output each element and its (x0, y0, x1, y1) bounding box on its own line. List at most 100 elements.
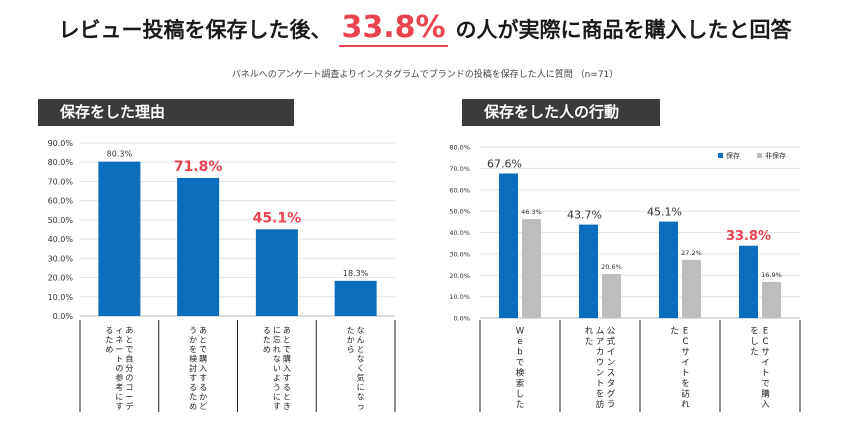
chart2-category-label-char: E (683, 327, 688, 337)
chart2-category-label-char: C (763, 337, 769, 347)
chart1-category-label-char: め (105, 345, 113, 354)
chart1-category-label-char: き (283, 402, 291, 411)
chart1-ytick-label: 10.0% (48, 293, 74, 302)
chart1-category-label-char: と (199, 336, 207, 345)
chart2-category-label-char: C (683, 337, 689, 347)
chart1-category-label-char: な (357, 326, 365, 335)
chart1-category-label-char: と (357, 345, 365, 354)
chart1-category-label-char: す (115, 402, 123, 411)
chart2-category-label-char: ウ (596, 358, 605, 368)
chart1-category-label-char: る (283, 383, 291, 392)
chart1-category-label-char: う (273, 383, 281, 392)
chart2-data-label-saved: 67.6% (487, 158, 522, 171)
chart2-category-label-char: ト (761, 369, 770, 379)
chart1-bar (255, 229, 298, 316)
chart2-data-label-saved: 43.7% (567, 209, 602, 222)
chart2-bar-saved (739, 245, 758, 318)
chart2-category-label-char: b (517, 348, 522, 358)
chart2-category-label-char: カ (596, 348, 605, 358)
chart1-category-label-char: く (357, 364, 365, 373)
chart2-category-label-char: 公 (607, 327, 616, 337)
chart1-category-label-char: か (189, 336, 197, 345)
chart2-category-label-char: 購 (761, 389, 770, 400)
chart1-ytick-label: 80.0% (48, 158, 74, 167)
chart2-category-label-char: た (585, 337, 594, 347)
chart1-category-label-char: 気 (357, 373, 365, 383)
chart2-category-label-char: E (763, 327, 768, 337)
subtitle: パネルへのアンケート調査よりインスタグラムでブランドの投稿を保存した人に質問 （… (231, 70, 619, 80)
chart1-category-label-char: と (283, 393, 291, 402)
chart1-category-label-char: す (283, 374, 291, 383)
chart2-category-label-char: ス (607, 369, 616, 379)
chart1-category-label-char: ー (125, 393, 133, 402)
chart1-category-label-char: る (263, 326, 271, 335)
chart2-bar-saved (499, 173, 518, 318)
chart2-category-label-char: 式 (607, 336, 616, 347)
chart1-category-label-char: 参 (115, 373, 123, 383)
chart1-ytick-label: 20.0% (48, 274, 74, 283)
chart1-category-label-char: い (273, 364, 281, 373)
chart1-data-label: 45.1% (253, 210, 302, 226)
chart1-category-label-char: す (199, 374, 207, 383)
chart1-category-label-char: れ (273, 345, 281, 354)
chart2-category-label-char: ン (596, 369, 605, 379)
chart2-ytick-label: 10.0% (449, 293, 470, 301)
chart1-category-label-char: め (263, 345, 271, 354)
chart1-ytick-label: 90.0% (48, 139, 74, 148)
chart2-category-label-char: 入 (761, 400, 770, 410)
chart1-bar (177, 177, 220, 316)
chart1-category-label-char: デ (125, 401, 133, 411)
chart2-category-label-char: を (750, 327, 759, 337)
chart2-category-label-char: た (670, 327, 679, 337)
chart1-category-label-char: あ (283, 326, 291, 335)
chart1-bar (334, 280, 377, 316)
chart1-category-label-char: に (273, 393, 281, 402)
chart2-data-label-saved: 45.1% (647, 206, 682, 219)
chart2-data-label-unsaved: 16.9% (761, 271, 782, 279)
chart2-category-label-char: イ (681, 358, 690, 368)
chart1-category-label-char: る (189, 383, 197, 392)
chart2-category-label-char: た (516, 400, 525, 410)
chart2-category-label-char: ン (607, 358, 616, 368)
chart1-category-label-char: で (283, 345, 291, 354)
chart1-category-label-char: 分 (125, 364, 133, 373)
chart2-ytick-label: 50.0% (449, 208, 470, 216)
chart1-category-label-char: た (189, 393, 197, 402)
chart2-category-label-char: れ (681, 400, 690, 410)
chart2-category-label-char: W (516, 327, 525, 337)
chart2-bar-unsaved (602, 273, 621, 318)
chart2-category-label-char: ト (596, 379, 605, 389)
chart1-category-label-char: ィ (115, 326, 123, 335)
chart2-bar-saved (659, 221, 678, 318)
chart1-category-label-char: 考 (115, 383, 123, 392)
chart1-category-label-char: 入 (283, 364, 291, 373)
chart2-ytick-label: 30.0% (449, 250, 470, 258)
chart1-category-label-char: う (189, 326, 197, 335)
chart2-ytick-label: 40.0% (449, 229, 470, 237)
chart1-category-label-char: 自 (125, 354, 133, 364)
chart2-ytick-label: 20.0% (449, 272, 470, 280)
chart1-category-label-char: 購 (199, 354, 207, 364)
chart1-category-label-char: と (125, 336, 133, 345)
chart2-legend-swatch-saved (718, 153, 723, 158)
chart1-category-label-char: ん (357, 336, 365, 345)
chart2-category-label-char: ア (596, 337, 605, 347)
chart1-category-label-char: っ (357, 402, 365, 411)
chart1-category-label-char: に (357, 383, 365, 392)
chart2-data-label-unsaved: 27.2% (681, 249, 702, 257)
chart2-category-label-char: タ (607, 379, 616, 389)
chart1-category-label-char: な (273, 355, 281, 364)
chart1-title: 保存をした理由 (38, 99, 294, 126)
chart2-category-label-char: イ (607, 348, 616, 358)
chart1-ytick-label: 60.0% (48, 197, 74, 206)
chart2-category-label-char: グ (607, 389, 616, 400)
chart1-ytick-label: 30.0% (48, 254, 74, 263)
chart2-category-label-char: 訪 (681, 389, 690, 400)
headline: レビュー投稿を保存した後、 33.8% の人が実際に商品を購入したと回答 (0, 10, 850, 47)
chart2-bar-unsaved (522, 219, 541, 318)
chart2-legend-label: 保存 (726, 151, 740, 160)
chart1-data-label: 18.3% (343, 269, 369, 278)
chart2-ytick-label: 60.0% (449, 186, 470, 194)
chart1-category-label-char: ト (115, 355, 123, 364)
chart1-category-label-char: ど (199, 402, 207, 411)
